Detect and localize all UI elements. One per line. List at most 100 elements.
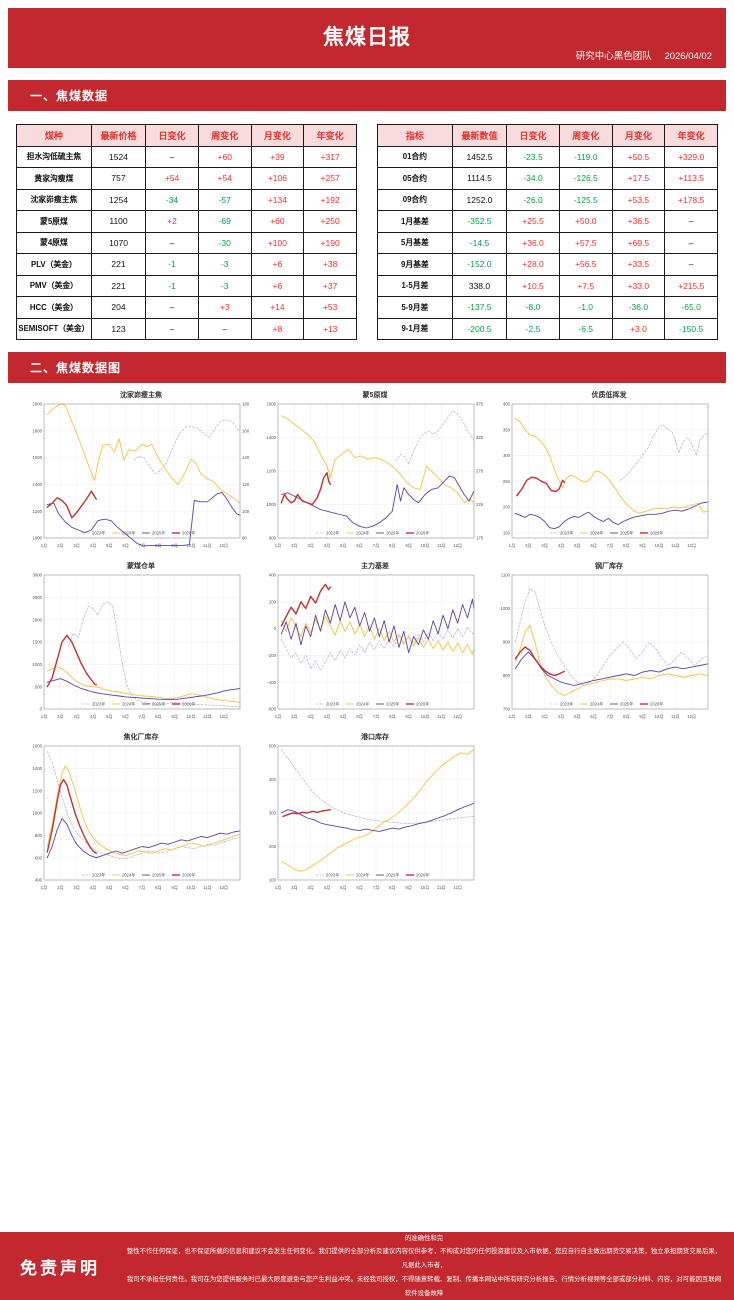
table-row: 沈家峁瘦主焦 1254 -34 -57 +134 +192 (16, 188, 357, 211)
svg-text:2000: 2000 (32, 402, 42, 407)
svg-text:500: 500 (269, 744, 277, 749)
value-cell: -125.5 (558, 188, 613, 211)
value-cell: +192 (303, 188, 357, 211)
value-cell: 221 (90, 274, 147, 297)
value-cell: -57 (197, 188, 252, 211)
table-row: 担水沟低硫主焦 1524– +60 +39 +317 (16, 145, 357, 168)
column-header: 最新价格 (90, 124, 147, 147)
value-cell: +250 (303, 210, 357, 233)
disclaimer-line: 整性不作任何保证，也不保证所载的信息和建议不会发生任何变化。我们提供的全部分析及… (126, 1248, 722, 1270)
svg-text:12月: 12月 (219, 543, 228, 549)
svg-text:6月: 6月 (356, 543, 363, 549)
svg-text:5月: 5月 (106, 885, 113, 891)
svg-text:5月: 5月 (574, 714, 581, 720)
value-cell: – (664, 210, 718, 233)
svg-text:10月: 10月 (187, 885, 196, 891)
svg-text:11月: 11月 (203, 885, 212, 891)
value-cell: +36.0 (506, 231, 560, 254)
svg-text:2024年: 2024年 (122, 701, 136, 708)
svg-text:150: 150 (503, 530, 511, 535)
value-cell: +50.5 (611, 145, 666, 168)
disclaimer-line: 我司不承担任何责任。我司在为您提供服务时已最大限度避免与您产生利益冲突。未经我司… (126, 1275, 722, 1297)
svg-text:-600: -600 (267, 707, 276, 712)
value-cell: -69 (197, 210, 252, 233)
svg-text:12月: 12月 (453, 885, 462, 891)
value-cell: -8.0 (506, 296, 560, 319)
series-line-2026年 (46, 634, 98, 688)
svg-text:500: 500 (35, 684, 43, 689)
svg-text:5月: 5月 (340, 543, 347, 549)
chart-canvas: 150 200 250 300 350 400 1月 2月 3月 4月 5月 6月 7月 8月 9月 10月 1… (503, 402, 709, 549)
svg-text:12月: 12月 (219, 714, 228, 720)
svg-text:400: 400 (269, 777, 277, 782)
svg-text:4月: 4月 (558, 714, 565, 720)
row-label-cell: 01合约 (377, 145, 453, 168)
value-cell: +28.0 (506, 253, 560, 276)
svg-text:2026年: 2026年 (416, 530, 430, 537)
svg-text:350: 350 (503, 427, 511, 432)
table-row: HCC（美金） 204– +3 +14 +53 (16, 296, 357, 319)
value-cell: +257 (303, 167, 357, 190)
svg-text:7月: 7月 (139, 714, 146, 720)
value-cell: +317 (303, 145, 357, 168)
svg-text:9月: 9月 (639, 714, 646, 720)
value-cell: +53.5 (611, 188, 666, 211)
disclaimer-text: 以上内容所载的信息均来源于交易所、媒体及资讯公司等发布的公开资料或通过合法授权渠… (126, 1218, 722, 1300)
value-cell: +60 (197, 145, 252, 168)
value-cell: -126.5 (558, 167, 613, 190)
series-line-2024年 (46, 765, 241, 856)
series-line-2024年 (280, 748, 475, 872)
series-line-2023年 (280, 626, 475, 671)
svg-text:120: 120 (242, 482, 250, 487)
svg-text:11月: 11月 (671, 543, 680, 549)
series-line-2023年 (280, 749, 475, 825)
svg-text:4月: 4月 (324, 885, 331, 891)
svg-text:1600: 1600 (266, 402, 276, 407)
value-cell: +69.5 (611, 231, 666, 254)
svg-text:1000: 1000 (32, 811, 42, 816)
svg-text:6月: 6月 (590, 543, 597, 549)
series-line-2025年 (46, 818, 241, 859)
value-cell: -6.5 (558, 317, 613, 340)
value-cell: -36.0 (611, 296, 666, 319)
svg-text:600: 600 (35, 855, 43, 860)
svg-text:400: 400 (503, 402, 511, 407)
series-line-2023年 (133, 419, 241, 475)
svg-text:1200: 1200 (32, 788, 42, 793)
table-row: 05合约 1114.5 -34.0 -126.5 +17.5 +113.5 (377, 167, 718, 190)
svg-text:1000: 1000 (500, 606, 510, 611)
svg-text:1100: 1100 (501, 573, 511, 578)
svg-text:1500: 1500 (32, 640, 42, 645)
page-title: 焦煤日报 (323, 26, 411, 49)
svg-text:2月: 2月 (291, 885, 298, 891)
svg-text:11月: 11月 (671, 714, 680, 720)
svg-text:5月: 5月 (340, 885, 347, 891)
svg-text:2025年: 2025年 (386, 872, 400, 879)
svg-text:4月: 4月 (90, 885, 97, 891)
table-row: 09合约 1252.0 -26.0 -125.5 +53.5 +178.5 (377, 188, 718, 211)
value-cell: +178.5 (664, 188, 718, 211)
series-line-2024年 (514, 624, 709, 697)
svg-text:7月: 7月 (373, 714, 380, 720)
svg-text:7月: 7月 (607, 543, 614, 549)
svg-text:180: 180 (242, 402, 250, 407)
row-label-cell: PLV（美金） (16, 253, 92, 276)
value-cell: -3 (197, 274, 252, 297)
row-label-cell: 沈家峁瘦主焦 (16, 188, 92, 211)
value-cell: 204 (90, 296, 147, 319)
value-cell: – (145, 317, 199, 340)
value-cell: -3 (197, 253, 252, 276)
svg-text:2023年: 2023年 (92, 872, 106, 879)
svg-text:160: 160 (242, 428, 250, 433)
chart-title: 蒙5原煤 (362, 392, 388, 399)
svg-text:9月: 9月 (405, 885, 412, 891)
svg-text:2026年: 2026年 (650, 530, 664, 537)
svg-text:12月: 12月 (687, 543, 696, 549)
column-header: 日变化 (145, 124, 199, 147)
row-label-cell: 黄家沟瘦煤 (16, 167, 92, 190)
svg-text:11月: 11月 (203, 714, 212, 720)
table-row: PMV（美金） 221 -1 -3 +6 +37 (16, 274, 357, 297)
svg-text:1400: 1400 (266, 435, 276, 440)
value-cell: +36.5 (611, 210, 666, 233)
svg-text:3月: 3月 (307, 885, 314, 891)
